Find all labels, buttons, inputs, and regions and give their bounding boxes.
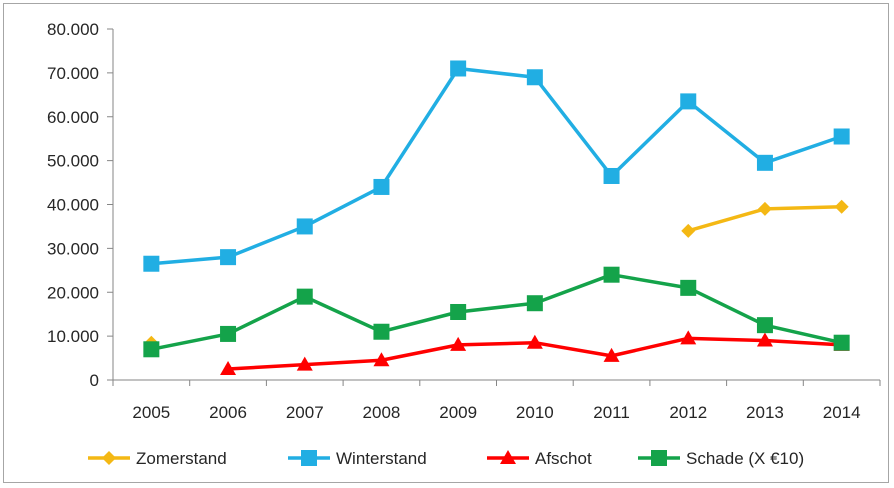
- data-point: [450, 60, 467, 77]
- axes: [107, 28, 881, 386]
- x-tick-label: 2014: [823, 403, 861, 422]
- y-tick-label: 80.000: [47, 20, 99, 39]
- legend-marker: [102, 451, 116, 465]
- data-point: [373, 323, 390, 340]
- y-tick-label: 70.000: [47, 64, 99, 83]
- y-tick-label: 20.000: [47, 283, 99, 302]
- data-point: [526, 69, 543, 86]
- x-tick-labels: 2005 2006 2007 2008 2009 2010 2011 2012 2013 2014: [132, 403, 860, 422]
- y-tick-label: 30.000: [47, 239, 99, 258]
- y-tick-label: 0: [90, 371, 99, 390]
- series-winterstand: [143, 60, 850, 272]
- series-schade-x-10: [143, 266, 850, 358]
- x-tick-label: 2005: [132, 403, 170, 422]
- data-point: [296, 218, 313, 235]
- legend-marker: [301, 450, 317, 466]
- x-tick-label: 2006: [209, 403, 247, 422]
- data-point: [603, 266, 620, 283]
- data-point: [450, 336, 467, 351]
- legend-marker: [500, 450, 516, 464]
- legend-item: Schade (X €10): [638, 449, 804, 468]
- data-point: [680, 279, 697, 296]
- data-point: [373, 352, 390, 367]
- data-point: [756, 317, 773, 334]
- data-point: [681, 223, 696, 238]
- data-point: [834, 199, 849, 214]
- data-point: [296, 288, 313, 305]
- y-tick-label: 50.000: [47, 152, 99, 171]
- legend-label: Afschot: [535, 449, 592, 468]
- y-tick-label: 10.000: [47, 327, 99, 346]
- data-point: [296, 356, 313, 371]
- data-point: [603, 167, 620, 184]
- legend-label: Zomerstand: [136, 449, 227, 468]
- x-tick-label: 2010: [516, 403, 554, 422]
- legend-label: Winterstand: [336, 449, 427, 468]
- data-point: [526, 334, 543, 349]
- series-line: [151, 66, 843, 266]
- legend-item: Zomerstand: [88, 449, 227, 468]
- x-tick-label: 2013: [746, 403, 784, 422]
- data-point: [756, 332, 773, 347]
- data-point: [220, 249, 237, 266]
- series-group: [143, 60, 850, 376]
- chart-frame: [3, 3, 889, 483]
- legend: Zomerstand Winterstand Afschot Schade (X €1…: [88, 449, 804, 468]
- data-point: [220, 325, 237, 342]
- data-point: [526, 295, 543, 312]
- x-tick-label: 2007: [286, 403, 324, 422]
- data-point: [373, 178, 390, 195]
- x-tick-label: 2009: [439, 403, 477, 422]
- data-point: [603, 347, 620, 362]
- y-tick-labels: 0 10.000 20.000 30.000 40.000 50.000 60.000 70.…: [47, 20, 99, 390]
- legend-item: Winterstand: [288, 449, 427, 468]
- x-tick-label: 2008: [363, 403, 401, 422]
- legend-item: Afschot: [487, 449, 592, 468]
- data-point: [833, 128, 850, 145]
- data-point: [833, 334, 850, 351]
- data-point: [143, 255, 160, 272]
- series-afschot: [220, 330, 850, 376]
- series-line: [151, 272, 843, 352]
- legend-label: Schade (X €10): [686, 449, 804, 468]
- data-point: [680, 93, 697, 110]
- data-point: [680, 330, 697, 345]
- y-tick-label: 60.000: [47, 108, 99, 127]
- data-point: [450, 303, 467, 320]
- x-tick-label: 2012: [669, 403, 707, 422]
- legend-marker: [651, 450, 667, 466]
- data-point: [143, 341, 160, 358]
- y-tick-label: 40.000: [47, 196, 99, 215]
- data-point: [220, 361, 237, 376]
- data-point: [756, 154, 773, 171]
- series-zomerstand: [144, 199, 849, 350]
- data-point: [757, 201, 772, 216]
- x-tick-label: 2011: [593, 403, 630, 422]
